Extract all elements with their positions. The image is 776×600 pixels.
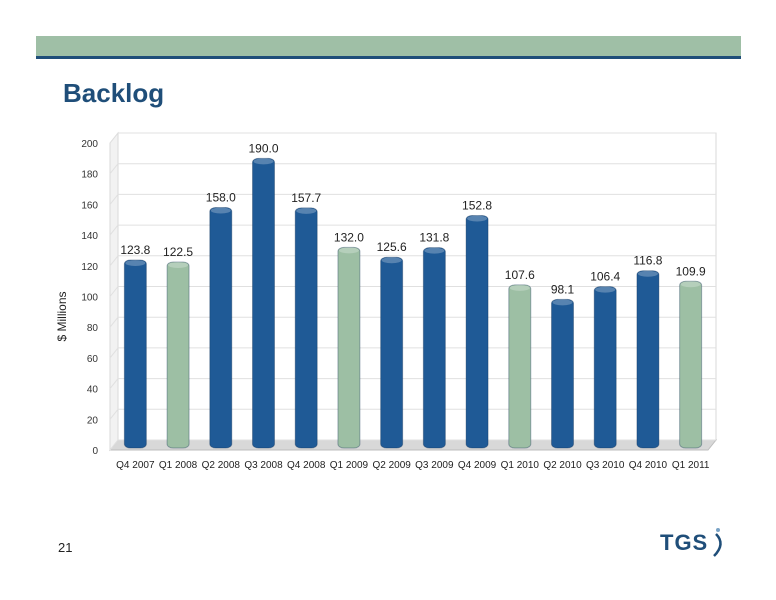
bar [337,246,361,449]
x-tick-label: Q3 2008 [244,460,283,471]
bar [679,280,703,449]
bar-cap [509,284,530,291]
logo-swoosh-icon [713,528,722,557]
x-tick-label: Q3 2010 [586,460,625,471]
y-tick-label: 140 [81,231,98,242]
y-tick-label: 200 [81,139,98,150]
gridline-side [109,316,119,328]
data-label: 122.5 [163,245,193,259]
x-tick-label: Q1 2011 [672,460,710,471]
gridline-side [109,439,119,451]
y-tick-label: 120 [81,262,98,273]
page-number: 21 [58,540,73,555]
x-tick-label: Q3 2009 [415,460,454,471]
gridline-side [109,347,119,359]
x-tick-label: Q1 2008 [159,460,198,471]
bar-cap [680,281,701,288]
bar-cap [168,261,189,268]
bar [123,259,147,449]
gridline-side [109,286,119,297]
data-label: 109.9 [676,264,706,278]
bar-cap [125,259,146,266]
bar [593,286,617,449]
gridline-side [109,255,119,267]
slide-title: Backlog [63,78,165,108]
bar [551,298,574,449]
bar [209,206,233,449]
header-rule [36,56,741,59]
bar-cap [210,207,231,214]
bar [508,284,532,449]
data-label: 107.6 [505,268,535,282]
x-tick-label: Q2 2008 [202,460,241,471]
gridline-side [109,378,119,389]
bar [294,207,318,449]
y-axis-label: $ Millions [55,291,69,341]
bar [380,256,404,449]
plot-floor [108,439,718,451]
data-label: 131.8 [419,231,449,245]
y-tick-label: 60 [87,354,99,365]
gridline-side [109,224,119,236]
y-tick-label: 20 [87,415,99,426]
bar-cap [253,158,274,165]
data-label: 190.0 [248,141,278,155]
x-tick-label: Q1 2010 [501,460,540,471]
data-label: 106.4 [590,270,620,284]
data-label: 116.8 [633,254,662,268]
y-tick-label: 160 [81,200,98,211]
bar-cap [552,299,573,306]
x-tick-label: Q4 2009 [458,460,497,471]
tgs-logo: TGS [660,522,730,562]
gridline-side [109,194,119,205]
data-label: 157.7 [291,191,321,205]
gridline-side [109,132,119,144]
x-tick-label: Q4 2008 [287,460,326,471]
gridline-side [109,163,119,175]
bar [636,270,660,449]
x-tick-label: Q2 2009 [372,460,411,471]
bar-cap [424,247,445,254]
gridline-side [109,408,119,420]
bar-cap [637,270,658,277]
header-band [36,36,741,56]
logo-text: TGS [660,530,709,555]
bar-cap [296,207,317,214]
y-tick-label: 0 [92,446,98,457]
bar [166,261,190,449]
bar-cap [338,247,359,254]
bar-cap [595,286,616,293]
data-label: 125.6 [377,240,407,254]
y-tick-label: 100 [81,293,98,304]
bar-cap [381,257,402,264]
bar [422,247,446,449]
data-label: 158.0 [206,190,236,204]
x-tick-label: Q4 2010 [629,460,668,471]
x-tick-label: Q4 2007 [116,460,155,471]
x-tick-label: Q2 2010 [543,460,582,471]
data-label: 98.1 [551,282,575,296]
bar [465,214,489,449]
x-tick-label: Q1 2009 [330,460,369,471]
bar-cap [467,215,488,222]
data-label: 132.0 [334,230,364,244]
y-tick-label: 180 [81,170,98,181]
y-tick-label: 80 [87,323,99,334]
bar [252,157,275,449]
y-tick-label: 40 [87,385,99,396]
data-label: 152.8 [462,198,492,212]
data-label: 123.8 [120,243,150,257]
